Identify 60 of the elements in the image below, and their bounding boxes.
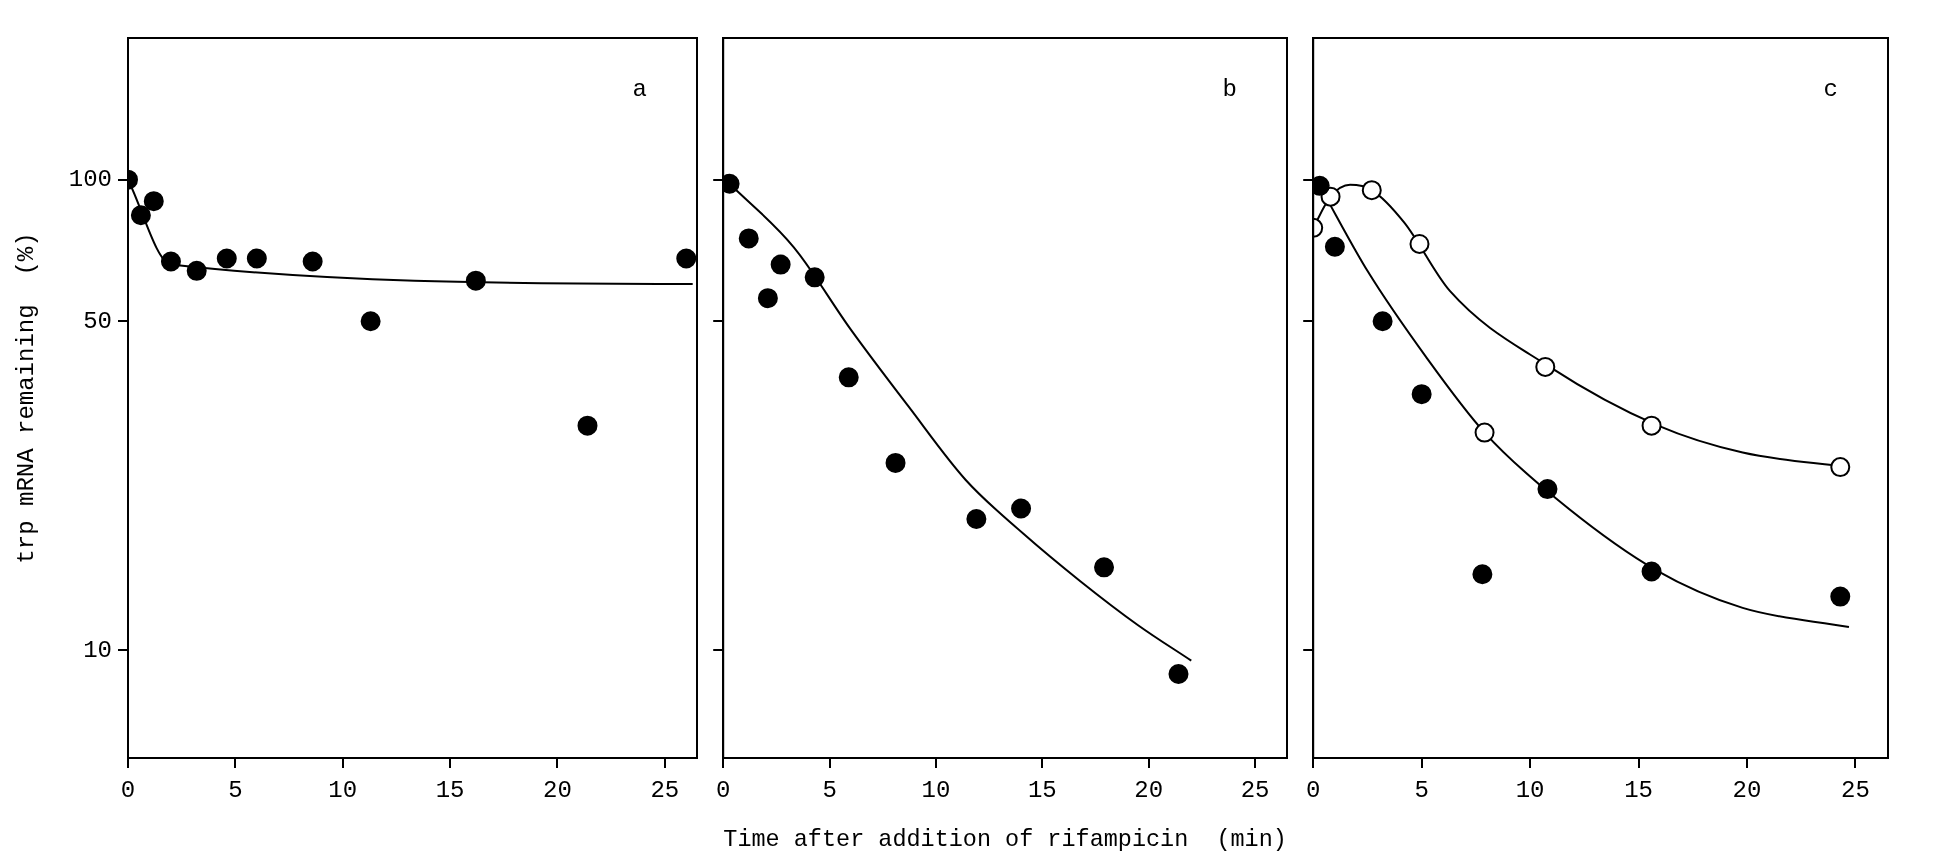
x-tick-label: 5: [822, 776, 837, 804]
point: [360, 311, 381, 332]
x-tick-label: 10: [1515, 776, 1545, 804]
point: [804, 267, 825, 288]
y-tick-label: 50: [83, 307, 112, 335]
point: [1361, 180, 1382, 201]
x-tick-label: 10: [328, 776, 358, 804]
x-tick-label: 15: [435, 776, 465, 804]
point: [770, 254, 791, 275]
point: [302, 251, 323, 272]
point: [1472, 564, 1493, 585]
x-tick-label: 0: [716, 776, 731, 804]
x-tick-label: 15: [1027, 776, 1057, 804]
point: [676, 248, 697, 269]
point: [1537, 479, 1558, 500]
annotation: b: [1222, 76, 1237, 104]
point: [1474, 422, 1495, 443]
point: [1324, 236, 1345, 257]
point: [1411, 384, 1432, 405]
point: [885, 452, 906, 473]
point: [1168, 663, 1189, 684]
point: [1535, 356, 1556, 377]
x-tick-label: 25: [1841, 776, 1870, 804]
y-axis-title: trp mRNA remaining (%): [12, 232, 40, 564]
x-tick-label: 0: [1306, 776, 1321, 804]
point: [577, 415, 598, 436]
x-tick-label: 20: [543, 776, 572, 804]
annotation: c: [1823, 76, 1838, 104]
point: [160, 251, 181, 272]
point: [1830, 586, 1851, 607]
point: [738, 228, 759, 249]
y-tick-label: 100: [68, 166, 112, 193]
point: [246, 248, 267, 269]
point: [838, 367, 859, 388]
x-tick-label: 20: [1134, 776, 1164, 804]
x-tick-label: 25: [1240, 776, 1270, 804]
point: [1094, 557, 1115, 578]
point: [1409, 233, 1430, 254]
x-tick-label: 25: [650, 776, 680, 804]
point: [186, 260, 207, 281]
x-tick-label: 10: [921, 776, 951, 804]
point: [1641, 415, 1662, 436]
x-tick-label: 5: [1414, 776, 1429, 804]
point: [130, 205, 151, 226]
point: [1372, 311, 1393, 332]
point: [757, 288, 778, 309]
annotation: a: [632, 76, 647, 104]
point: [966, 509, 987, 530]
point: [216, 248, 237, 269]
x-tick-label: 5: [228, 776, 243, 804]
y-tick-label: 10: [83, 636, 112, 664]
point: [1011, 498, 1032, 519]
x-axis-title: Time after addition of rifampicin (min): [723, 825, 1287, 854]
point: [465, 270, 486, 291]
x-tick-label: 15: [1624, 776, 1653, 804]
x-tick-label: 20: [1732, 776, 1762, 804]
point: [1641, 561, 1662, 582]
point: [1830, 457, 1851, 478]
point: [143, 191, 164, 212]
x-tick-label: 0: [120, 776, 136, 804]
